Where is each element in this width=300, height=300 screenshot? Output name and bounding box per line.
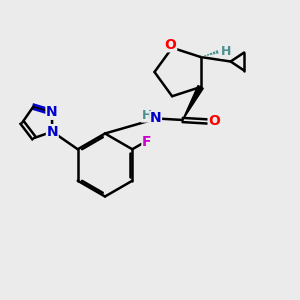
Text: H: H [221,45,231,58]
Polygon shape [183,85,203,120]
Text: N: N [46,105,58,119]
Text: O: O [165,38,177,52]
Text: N: N [46,124,58,139]
Text: F: F [142,136,152,149]
Text: O: O [208,115,220,128]
Text: N: N [150,112,161,125]
Text: H: H [141,109,152,122]
